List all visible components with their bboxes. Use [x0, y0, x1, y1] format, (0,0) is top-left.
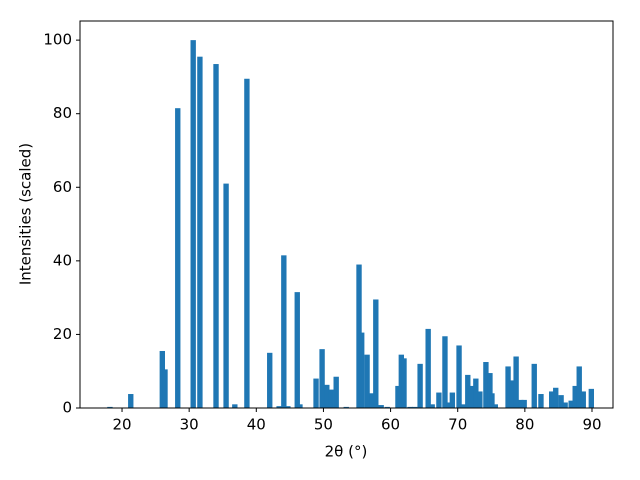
bar [333, 376, 339, 408]
bar [456, 345, 462, 408]
bar [489, 393, 495, 408]
bar [562, 402, 568, 408]
bar [468, 385, 474, 408]
bar [465, 374, 471, 408]
y-tick-label: 0 [62, 399, 72, 417]
bar [449, 392, 456, 408]
bar [473, 378, 479, 408]
bar [492, 404, 498, 408]
bar [313, 378, 319, 408]
x-tick-label: 70 [448, 416, 467, 434]
bar [281, 255, 287, 408]
bar [407, 406, 413, 408]
bar [412, 406, 418, 408]
bar [294, 292, 300, 408]
y-tick-label: 40 [53, 251, 72, 269]
bar [429, 404, 435, 408]
bar [190, 40, 196, 409]
bar [343, 406, 349, 408]
y-tick-label: 100 [43, 31, 72, 49]
bar [531, 363, 537, 408]
bar [460, 404, 466, 408]
bar [417, 363, 423, 408]
bar [572, 385, 578, 408]
bar [244, 78, 250, 408]
bar [588, 388, 595, 408]
bar [521, 399, 527, 408]
bar [276, 406, 282, 408]
bar [364, 354, 370, 408]
bar [297, 404, 303, 408]
bar [483, 362, 489, 408]
bar [267, 352, 273, 408]
bar [425, 328, 431, 408]
bar [436, 392, 442, 408]
x-tick-label: 40 [247, 416, 266, 434]
bar [378, 405, 384, 408]
x-tick-label: 80 [515, 416, 534, 434]
bar [487, 373, 493, 408]
y-tick-label: 80 [53, 104, 72, 122]
bar [395, 385, 401, 408]
bar [324, 384, 330, 408]
bar [442, 336, 448, 408]
bar [359, 332, 365, 408]
bar [223, 183, 229, 408]
bar [401, 358, 407, 408]
x-tick-label: 30 [180, 416, 199, 434]
bar [477, 391, 483, 408]
bar [509, 380, 515, 408]
bar [213, 64, 219, 408]
bar [580, 391, 586, 408]
y-tick-label: 60 [53, 178, 72, 196]
bar [505, 366, 511, 408]
x-tick-label: 20 [112, 416, 131, 434]
bar [553, 387, 559, 408]
y-axis-label: Intensities (scaled) [17, 143, 35, 285]
bar [549, 391, 555, 408]
y-tick-label: 20 [53, 325, 72, 343]
bar [369, 393, 375, 408]
bar [384, 406, 390, 408]
bar [373, 299, 379, 408]
x-tick-label: 90 [582, 416, 601, 434]
bar [328, 389, 334, 408]
bar [538, 394, 544, 408]
bar [162, 369, 168, 408]
bar [107, 406, 113, 408]
bar [518, 399, 524, 408]
bar [232, 404, 238, 408]
axes-frame [79, 20, 614, 409]
x-tick-label: 50 [314, 416, 333, 434]
bar [446, 402, 452, 408]
bar [175, 108, 181, 408]
bar [398, 354, 405, 408]
x-tick-label: 60 [381, 416, 400, 434]
bar [513, 356, 519, 408]
bar [576, 366, 582, 408]
x-axis-label: 2θ (°) [325, 443, 368, 461]
bar [568, 400, 574, 408]
bar [558, 395, 564, 408]
bar [197, 56, 203, 408]
bar [319, 349, 325, 408]
bar [285, 406, 291, 408]
bar [128, 394, 134, 408]
